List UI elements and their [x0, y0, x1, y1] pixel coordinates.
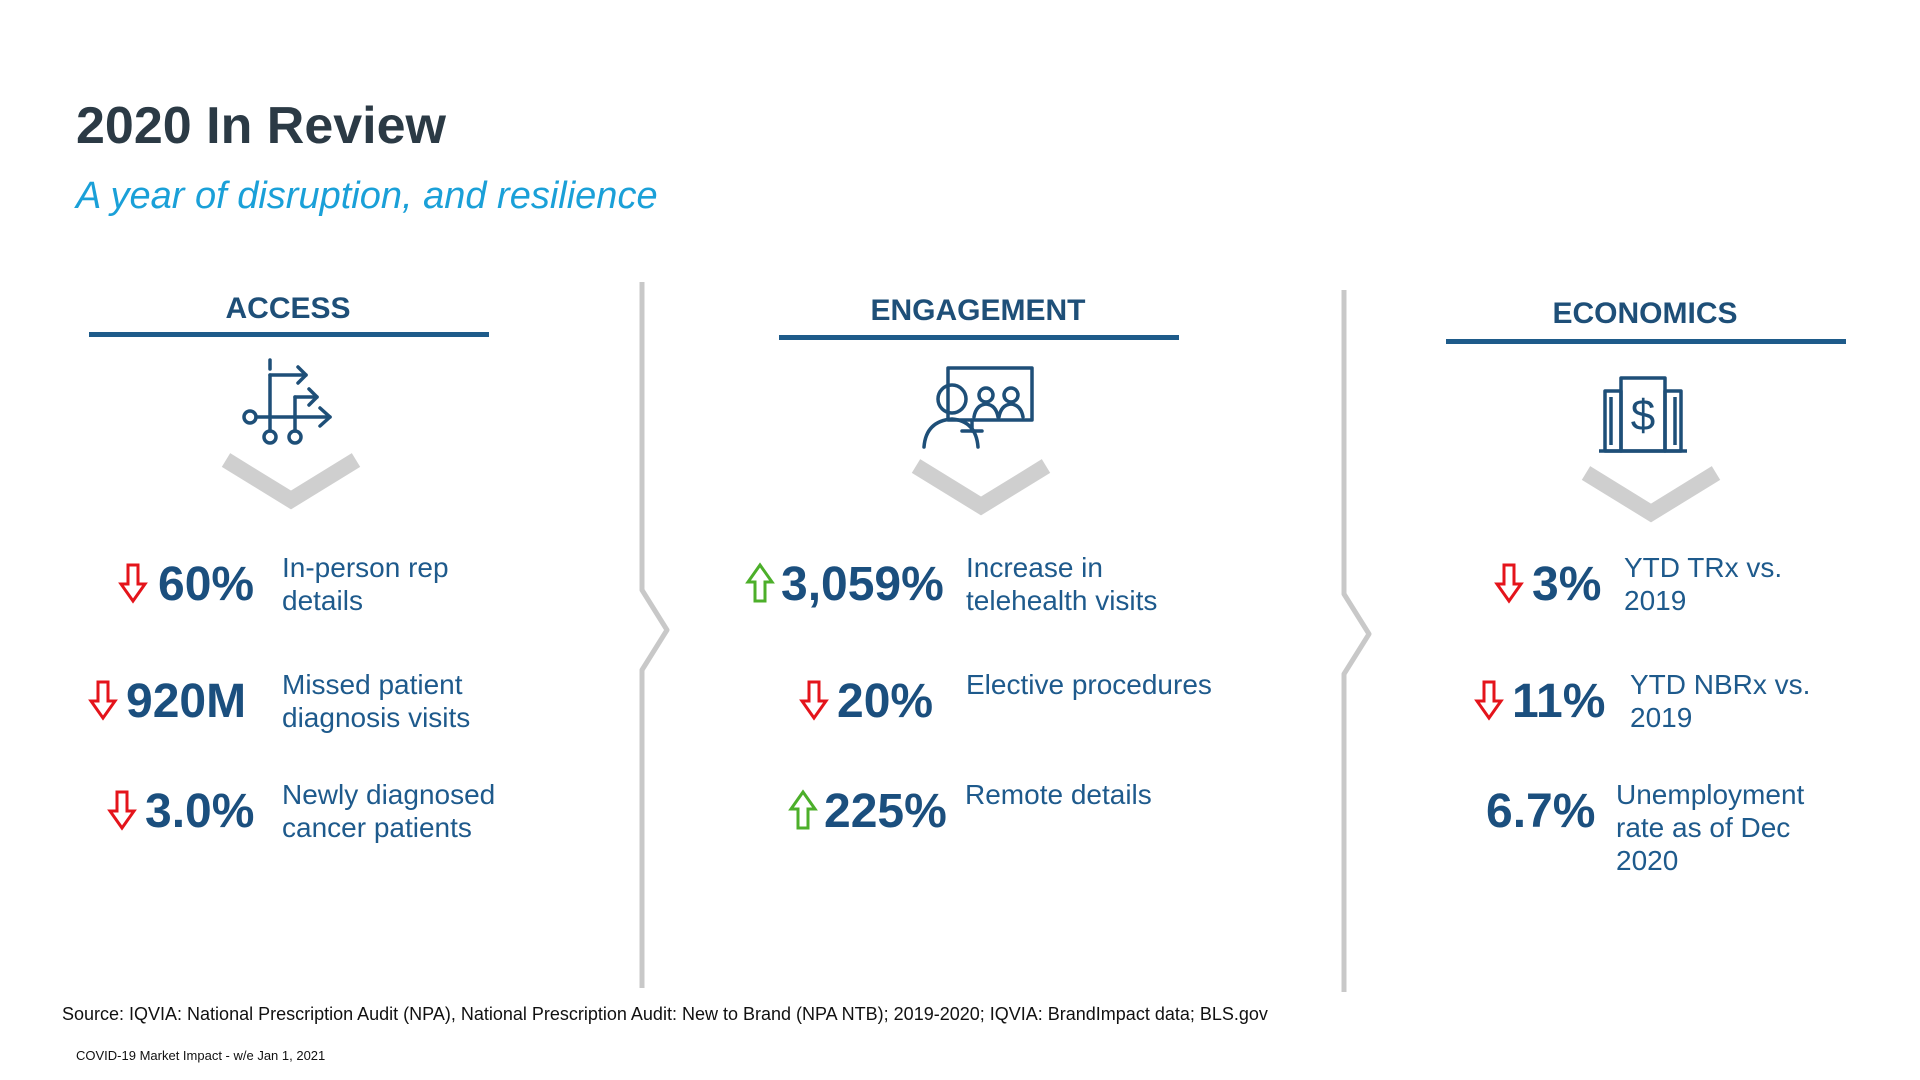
stat-newly-diagnosed-cancer: 3.0% Newly diagnosed cancer patients [107, 777, 627, 847]
video-conference-icon [922, 366, 1034, 449]
column-divider-right [1341, 290, 1372, 992]
dollar-building-icon: $ [1599, 376, 1687, 453]
down-arrow-icon [1494, 562, 1524, 604]
page-title: 2020 In Review [76, 97, 446, 155]
stat-value: 3,059% [781, 558, 944, 611]
stat-telehealth-visits: 3,059% Increase in telehealth visits [745, 550, 1265, 620]
stat-value: 225% [824, 785, 947, 838]
stat-description: YTD NBRx vs. 2019 [1630, 669, 1811, 733]
stat-unemployment-rate: 6.7% Unemployment rate as of Dec 2020 [1486, 777, 1920, 876]
chevron-down-icon [911, 459, 1051, 516]
down-arrow-icon [107, 789, 137, 831]
stat-value: 3% [1532, 558, 1602, 611]
down-arrow-icon [799, 679, 829, 721]
stat-description: Unemployment rate as of Dec 2020 [1616, 779, 1805, 876]
column-rule-access [89, 332, 489, 337]
stat-value: 11% [1512, 675, 1606, 728]
stat-value: 6.7% [1486, 785, 1596, 838]
stat-value: 3.0% [145, 785, 255, 838]
down-arrow-icon [1474, 679, 1504, 721]
svg-text:$: $ [1631, 391, 1655, 440]
stat-value: 20% [837, 675, 934, 728]
routing-arrows-icon [242, 358, 332, 445]
column-rule-economics [1446, 339, 1846, 344]
stat-remote-details: 225% Remote details [788, 777, 1308, 847]
stat-description: Increase in telehealth visits [966, 552, 1158, 616]
up-arrow-icon [788, 789, 818, 831]
stat-value: 60% [158, 558, 255, 611]
stat-value: 920M [126, 675, 247, 728]
column-rule-engagement [779, 335, 1179, 340]
column-header-engagement: ENGAGEMENT [870, 294, 1086, 327]
stat-description: Missed patient diagnosis visits [282, 669, 471, 733]
footer-note: COVID-19 Market Impact - w/e Jan 1, 2021 [76, 1048, 326, 1063]
source-note: Source: IQVIA: National Prescription Aud… [62, 1004, 1268, 1024]
column-header-economics: ECONOMICS [1552, 297, 1738, 330]
chevron-down-icon [1581, 466, 1721, 523]
up-arrow-icon [745, 562, 775, 604]
column-divider-left [639, 282, 670, 988]
stat-description: Remote details [965, 779, 1152, 810]
stat-elective-procedures: 20% Elective procedures [799, 667, 1319, 737]
stat-missed-patient-diagnosis: 920M Missed patient diagnosis visits [88, 667, 608, 737]
down-arrow-icon [118, 562, 148, 604]
column-header-access: ACCESS [225, 292, 351, 325]
down-arrow-icon [88, 679, 118, 721]
stat-ytd-nbrx: 11% YTD NBRx vs. 2019 [1474, 667, 1920, 737]
stat-description: In-person rep details [282, 552, 449, 616]
stat-description: Elective procedures [966, 669, 1212, 700]
stat-ytd-trx: 3% YTD TRx vs. 2019 [1494, 550, 1920, 620]
stat-description: YTD TRx vs. 2019 [1624, 552, 1783, 616]
stat-in-person-rep-details: 60% In-person rep details [118, 550, 638, 620]
page-subtitle: A year of disruption, and resilience [76, 175, 658, 217]
stat-description: Newly diagnosed cancer patients [282, 779, 496, 843]
chevron-down-icon [221, 453, 361, 510]
